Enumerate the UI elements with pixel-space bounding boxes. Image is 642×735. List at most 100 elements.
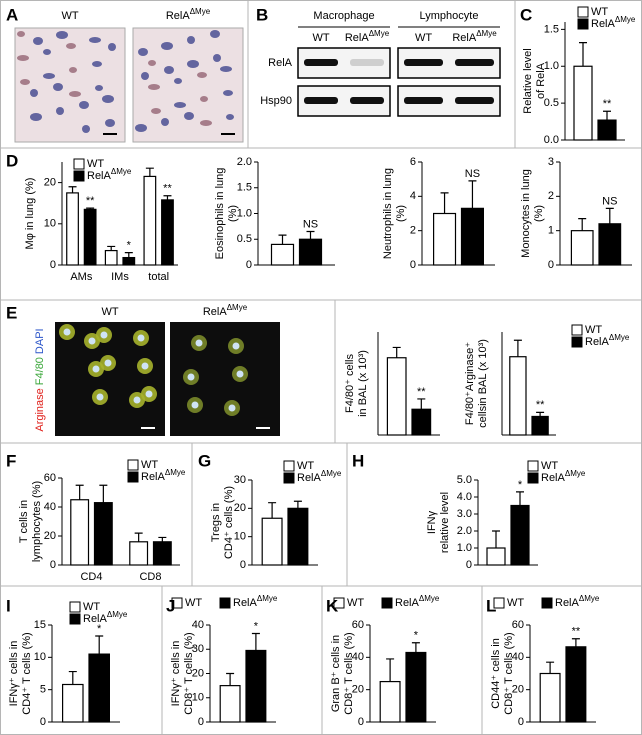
lane-label: RelAΔMye — [345, 29, 390, 44]
y-tick-label: 0 — [240, 559, 246, 571]
y-tick-label: 10 — [234, 531, 246, 543]
y-tick-label: 20 — [234, 502, 246, 514]
bar — [88, 653, 110, 723]
legend-swatch — [333, 597, 345, 609]
group-label: Macrophage — [313, 10, 374, 22]
cell — [200, 120, 212, 126]
cell — [30, 113, 42, 121]
error-bar — [392, 346, 401, 358]
y-axis-label: F4/80⁺ cells — [344, 354, 356, 413]
y-axis-label: cellsin BAL (x 10³) — [477, 339, 489, 428]
cell — [17, 55, 29, 61]
y-tick-label: 30 — [234, 474, 246, 486]
cell — [226, 114, 234, 120]
bar — [573, 65, 593, 141]
cell — [79, 101, 89, 109]
bar — [66, 192, 79, 266]
y-tick-label: 40 — [44, 501, 56, 513]
cell — [148, 84, 160, 90]
y-tick-label: 0.5 — [544, 97, 559, 109]
cell — [138, 48, 148, 56]
cell — [187, 60, 199, 68]
group-label: Lymphocyte — [420, 10, 479, 22]
panel-label: H — [352, 451, 364, 470]
image-title: WT — [101, 306, 118, 318]
legend-label-sup: ΔMye — [565, 469, 586, 478]
image-title: WT — [61, 10, 78, 22]
legend-label-text: RelA — [297, 472, 322, 484]
nucleus — [191, 401, 199, 409]
legend-label: WT — [297, 460, 314, 472]
y-axis-label: Monocytes in lung — [520, 169, 532, 258]
error-bar — [546, 661, 555, 674]
cell — [135, 124, 147, 132]
bar — [570, 230, 594, 266]
cell — [102, 95, 114, 103]
legend-label-sup: ΔMye — [165, 468, 186, 477]
error-bar — [386, 658, 395, 682]
legend-swatch — [527, 460, 539, 472]
bar — [460, 207, 484, 266]
bar — [539, 672, 561, 723]
cell — [210, 30, 220, 38]
significance: * — [127, 240, 132, 252]
bar — [61, 683, 84, 723]
legend-swatch — [571, 336, 583, 348]
nucleus — [137, 334, 145, 342]
y-axis-label: CD8⁺ T cells (%) — [343, 632, 355, 714]
lane-label: WT — [312, 32, 329, 44]
stain-label: DAPI — [34, 328, 46, 354]
significance: * — [97, 623, 102, 635]
legend-label-text: RelA — [395, 597, 420, 609]
legend-swatch — [577, 6, 589, 18]
stain-label: Arginase — [34, 388, 46, 431]
significance: ** — [603, 98, 612, 110]
cell — [95, 85, 103, 91]
panel-label: F — [6, 451, 16, 470]
y-tick-label: 40 — [352, 651, 364, 663]
legend-label-sup: ΔMye — [579, 594, 600, 603]
error-bar — [95, 635, 104, 655]
y-tick-label: 60 — [44, 472, 56, 484]
y-tick-label: 10 — [34, 651, 46, 663]
y-tick-label: 40 — [192, 619, 204, 631]
y-axis-label: Mφ in lung (%) — [24, 178, 36, 250]
image-title-sup: ΔMye — [190, 7, 211, 16]
y-tick-label: 0 — [50, 259, 56, 271]
error-bar — [411, 642, 420, 653]
error-bar — [513, 339, 522, 357]
y-axis-label: Gran B⁺ cells in — [330, 635, 342, 712]
legend-label-text: RelA — [585, 336, 610, 348]
panel-label: J — [166, 596, 175, 615]
legend-label: WT — [591, 6, 608, 18]
image-title: RelAΔMye — [203, 303, 248, 318]
legend-label-text: RelA — [541, 472, 566, 484]
bar — [129, 541, 149, 566]
band — [455, 59, 494, 66]
legend-label: RelAΔMye — [555, 594, 600, 609]
cell — [108, 43, 116, 51]
cell — [66, 43, 76, 49]
legend-swatch — [527, 472, 539, 484]
y-tick-label: 20 — [44, 530, 56, 542]
cell — [33, 37, 43, 45]
legend-swatch — [127, 471, 139, 483]
y-tick-label: 0.5 — [237, 233, 252, 245]
error-bar — [158, 536, 167, 542]
y-tick-label: 2 — [410, 225, 416, 237]
band — [350, 59, 384, 66]
cell — [141, 72, 149, 80]
legend-label-text: RelA — [591, 18, 616, 30]
error-bar — [605, 207, 614, 224]
bar — [597, 119, 617, 141]
legend-swatch — [493, 597, 505, 609]
significance: NS — [465, 168, 480, 180]
bar — [598, 223, 622, 266]
band — [404, 59, 443, 66]
y-tick-label: 60 — [352, 619, 364, 631]
y-axis-label: CD4⁺ cells (%) — [223, 486, 235, 559]
y-axis-label: CD4⁺ T cells (%) — [21, 632, 33, 714]
bar — [261, 517, 283, 566]
error-bar — [134, 532, 143, 542]
